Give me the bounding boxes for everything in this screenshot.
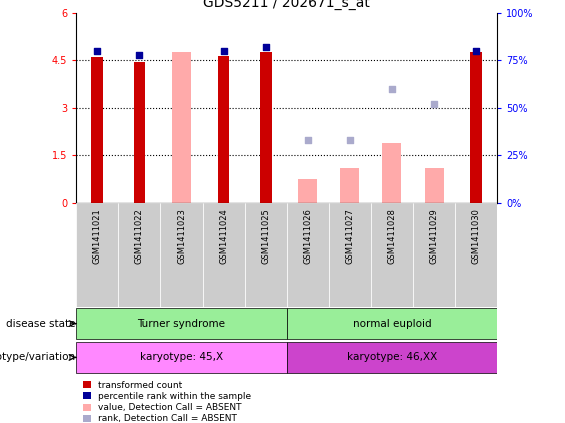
Point (345, 137, 354, 144)
Bar (383, 143, 402, 203)
Text: karyotype: 45,X: karyotype: 45,X (140, 352, 223, 363)
Bar (424, 168, 444, 203)
FancyBboxPatch shape (371, 203, 413, 307)
Point (93, 47, 102, 54)
Bar (470, 52, 482, 203)
Text: GSM1411023: GSM1411023 (177, 208, 186, 264)
FancyBboxPatch shape (287, 203, 329, 307)
Text: GSM1411027: GSM1411027 (345, 208, 354, 264)
Text: GSM1411021: GSM1411021 (93, 208, 102, 264)
Bar (218, 55, 229, 203)
FancyBboxPatch shape (160, 203, 202, 307)
Point (472, 47, 481, 54)
Point (429, 101, 438, 107)
Bar (172, 52, 191, 203)
FancyBboxPatch shape (455, 203, 497, 307)
Point (303, 137, 312, 144)
FancyBboxPatch shape (413, 203, 455, 307)
FancyBboxPatch shape (76, 308, 287, 339)
Text: GSM1411024: GSM1411024 (219, 208, 228, 264)
Legend: transformed count, percentile rank within the sample, value, Detection Call = AB: transformed count, percentile rank withi… (81, 379, 253, 423)
Point (388, 85, 397, 92)
FancyBboxPatch shape (119, 203, 160, 307)
Point (135, 51, 144, 58)
Text: GSM1411029: GSM1411029 (429, 208, 438, 264)
Bar (92, 57, 103, 203)
Title: GDS5211 / 202671_s_at: GDS5211 / 202671_s_at (203, 0, 370, 10)
Text: normal euploid: normal euploid (353, 319, 431, 329)
Text: karyotype: 46,XX: karyotype: 46,XX (347, 352, 437, 363)
Text: GSM1411028: GSM1411028 (388, 208, 397, 264)
Text: genotype/variation: genotype/variation (0, 352, 76, 363)
Text: disease state: disease state (6, 319, 76, 329)
Bar (340, 168, 359, 203)
Bar (260, 52, 272, 203)
FancyBboxPatch shape (287, 342, 497, 373)
Bar (298, 179, 318, 203)
FancyBboxPatch shape (287, 308, 497, 339)
FancyBboxPatch shape (202, 203, 245, 307)
Point (219, 47, 228, 54)
FancyBboxPatch shape (329, 203, 371, 307)
Text: Turner syndrome: Turner syndrome (137, 319, 225, 329)
Text: GSM1411026: GSM1411026 (303, 208, 312, 264)
Text: GSM1411022: GSM1411022 (135, 208, 144, 264)
FancyBboxPatch shape (76, 203, 119, 307)
FancyBboxPatch shape (245, 203, 287, 307)
Bar (133, 62, 145, 203)
Point (261, 44, 270, 50)
FancyBboxPatch shape (76, 342, 287, 373)
Text: GSM1411025: GSM1411025 (261, 208, 270, 264)
Text: GSM1411030: GSM1411030 (472, 208, 481, 264)
